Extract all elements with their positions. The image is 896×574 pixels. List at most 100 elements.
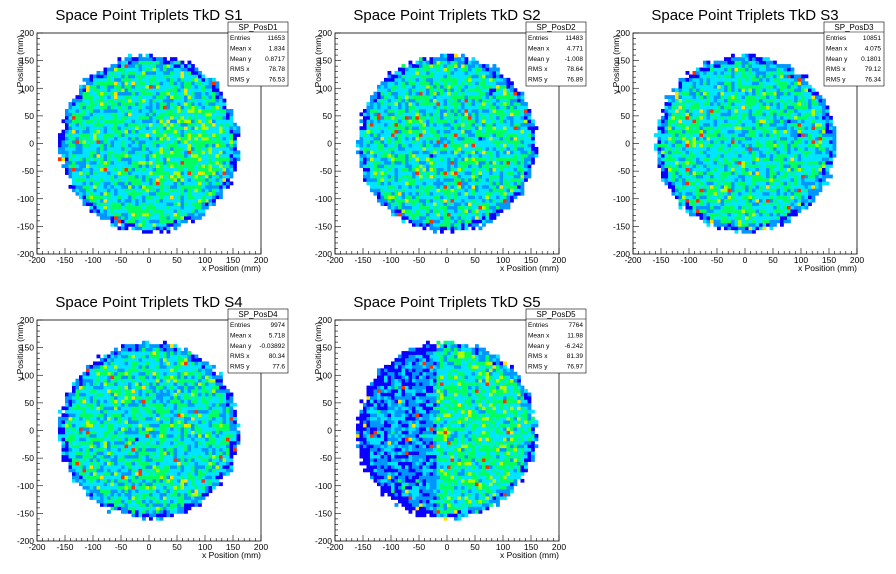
heatmap-cell	[415, 167, 420, 172]
heatmap-cell	[121, 205, 125, 210]
heatmap-cell	[61, 136, 66, 141]
heatmap-cell	[93, 160, 97, 165]
heatmap-cell	[89, 174, 94, 179]
heatmap-cell	[699, 122, 704, 127]
heatmap-cell	[110, 67, 115, 72]
heatmap-cell	[492, 64, 497, 68]
heatmap-cell	[696, 160, 700, 165]
heatmap-cell	[205, 77, 209, 82]
heatmap-cell	[447, 81, 451, 86]
heatmap-cell	[93, 98, 97, 103]
heatmap-cell	[208, 115, 213, 120]
heatmap-cell	[478, 105, 483, 110]
stats-row-value: 0.8717	[265, 56, 285, 63]
heatmap-cell	[699, 171, 704, 175]
heatmap-cell	[685, 157, 690, 162]
heatmap-cell	[471, 122, 476, 127]
heatmap-cell	[436, 226, 441, 231]
heatmap-cell	[152, 102, 157, 106]
heatmap-cell	[457, 77, 462, 82]
heatmap-cell	[468, 205, 472, 210]
heatmap-cell	[450, 119, 455, 124]
heatmap-cell	[506, 133, 511, 137]
heatmap-cell	[482, 202, 486, 206]
heatmap-cell	[387, 160, 392, 165]
heatmap-cell	[692, 171, 697, 175]
heatmap-cell	[377, 150, 381, 155]
heatmap-cell	[159, 171, 164, 175]
heatmap-cell	[520, 188, 525, 193]
heatmap-cell	[520, 95, 525, 99]
heatmap-cell	[110, 119, 115, 124]
heatmap-cell	[380, 153, 385, 158]
heatmap-cell	[61, 157, 66, 162]
heatmap-cell	[177, 84, 181, 89]
heatmap-cell	[384, 191, 388, 196]
heatmap-cell	[426, 205, 430, 210]
heatmap-cell	[82, 171, 87, 175]
heatmap-cell	[503, 129, 507, 134]
heatmap-cell	[478, 205, 483, 210]
heatmap-cell	[128, 212, 132, 217]
heatmap-cell	[527, 129, 532, 134]
heatmap-cell	[405, 157, 409, 162]
heatmap-cell	[128, 108, 132, 113]
heatmap-cell	[440, 64, 444, 68]
heatmap-cell	[135, 67, 139, 72]
heatmap-cell	[121, 181, 125, 186]
heatmap-cell	[408, 150, 413, 155]
heatmap-cell	[198, 70, 202, 75]
heatmap-cell	[440, 209, 444, 213]
heatmap-cell	[429, 202, 434, 206]
heatmap-cell	[408, 119, 413, 124]
heatmap-cell	[384, 146, 388, 151]
heatmap-cell	[194, 98, 199, 103]
heatmap-cell	[447, 212, 451, 217]
heatmap-cell	[485, 77, 490, 82]
heatmap-cell	[370, 122, 374, 127]
heatmap-cell	[117, 60, 122, 65]
heatmap-cell	[82, 84, 87, 89]
heatmap-cell	[110, 88, 115, 93]
heatmap-cell	[184, 108, 188, 113]
heatmap-cell	[149, 174, 153, 179]
heatmap-cell	[531, 122, 535, 127]
heatmap-cell	[478, 188, 483, 193]
heatmap-cell	[454, 60, 458, 65]
heatmap-cell	[370, 181, 374, 186]
heatmap-cell	[194, 133, 199, 137]
heatmap-cell	[86, 133, 90, 137]
heatmap-cell	[485, 167, 490, 172]
heatmap-cell	[419, 157, 423, 162]
heatmap-cell	[412, 202, 416, 206]
heatmap-cell	[380, 108, 385, 113]
heatmap-cell	[699, 174, 704, 179]
heatmap-cell	[678, 205, 683, 210]
heatmap-cell	[478, 164, 483, 169]
heatmap-cell	[166, 150, 171, 155]
heatmap-cell	[114, 209, 118, 213]
heatmap-cell	[229, 164, 234, 169]
heatmap-cell	[489, 115, 493, 120]
heatmap-cell	[173, 222, 178, 227]
heatmap-cell	[142, 129, 146, 134]
heatmap-cell	[75, 98, 80, 103]
heatmap-cell	[180, 191, 185, 196]
heatmap-cell	[492, 184, 497, 189]
heatmap-cell	[163, 112, 167, 117]
heatmap-cell	[699, 209, 704, 213]
heatmap-cell	[422, 150, 427, 155]
heatmap-cell	[703, 212, 707, 217]
heatmap-cell	[194, 102, 199, 106]
heatmap-cell	[433, 64, 437, 68]
heatmap-cell	[464, 98, 469, 103]
heatmap-cell	[159, 164, 164, 169]
heatmap-cell	[699, 167, 704, 172]
heatmap-cell	[208, 174, 213, 179]
heatmap-cell	[156, 126, 160, 131]
heatmap-cell	[65, 171, 69, 175]
heatmap-cell	[68, 102, 73, 106]
heatmap-cell	[394, 91, 399, 96]
heatmap-cell	[485, 70, 490, 75]
heatmap-cell	[419, 216, 423, 220]
